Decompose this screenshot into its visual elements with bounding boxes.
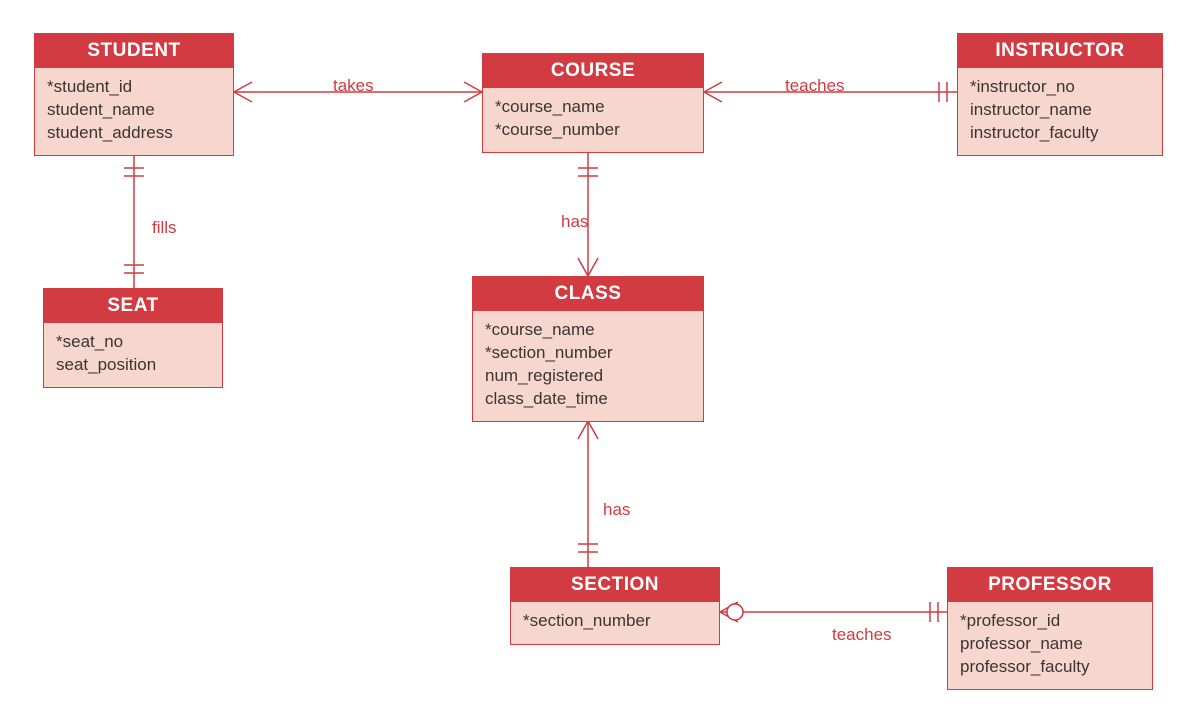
attr: *instructor_no xyxy=(970,76,1152,99)
entity-attrs: *student_id student_name student_address xyxy=(35,68,233,155)
rel-teaches-professor xyxy=(720,602,947,622)
rel-label-teaches1: teaches xyxy=(785,76,845,96)
attr: *section_number xyxy=(523,610,709,633)
rel-label-takes: takes xyxy=(333,76,374,96)
entity-attrs: *seat_no seat_position xyxy=(44,323,222,387)
entity-title: SEAT xyxy=(44,289,222,323)
entity-title: PROFESSOR xyxy=(948,568,1152,602)
rel-label-has2: has xyxy=(603,500,630,520)
attr: professor_faculty xyxy=(960,656,1142,679)
entity-attrs: *section_number xyxy=(511,602,719,643)
entity-instructor: INSTRUCTOR *instructor_no instructor_nam… xyxy=(957,33,1163,156)
attr: seat_position xyxy=(56,354,212,377)
attr: *section_number xyxy=(485,342,693,365)
entity-course: COURSE *course_name *course_number xyxy=(482,53,704,153)
attr: student_address xyxy=(47,122,223,145)
entity-attrs: *course_name *course_number xyxy=(483,88,703,152)
attr: professor_name xyxy=(960,633,1142,656)
rel-label-teaches2: teaches xyxy=(832,625,892,645)
entity-title: INSTRUCTOR xyxy=(958,34,1162,68)
attr: *course_name xyxy=(495,96,693,119)
rel-label-fills: fills xyxy=(152,218,177,238)
entity-student: STUDENT *student_id student_name student… xyxy=(34,33,234,156)
entity-attrs: *course_name *section_number num_registe… xyxy=(473,311,703,421)
attr: *student_id xyxy=(47,76,223,99)
entity-seat: SEAT *seat_no seat_position xyxy=(43,288,223,388)
entity-professor: PROFESSOR *professor_id professor_name p… xyxy=(947,567,1153,690)
entity-attrs: *professor_id professor_name professor_f… xyxy=(948,602,1152,689)
attr: class_date_time xyxy=(485,388,693,411)
attr: num_registered xyxy=(485,365,693,388)
attr: *seat_no xyxy=(56,331,212,354)
attr: instructor_name xyxy=(970,99,1152,122)
attr: student_name xyxy=(47,99,223,122)
entity-title: COURSE xyxy=(483,54,703,88)
entity-section: SECTION *section_number xyxy=(510,567,720,645)
entity-title: SECTION xyxy=(511,568,719,602)
attr: *course_name xyxy=(485,319,693,342)
attr: instructor_faculty xyxy=(970,122,1152,145)
entity-title: CLASS xyxy=(473,277,703,311)
attr: *course_number xyxy=(495,119,693,142)
entity-attrs: *instructor_no instructor_name instructo… xyxy=(958,68,1162,155)
rel-has-section xyxy=(578,421,598,567)
rel-label-has1: has xyxy=(561,212,588,232)
attr: *professor_id xyxy=(960,610,1142,633)
entity-class: CLASS *course_name *section_number num_r… xyxy=(472,276,704,422)
rel-fills xyxy=(124,153,144,288)
entity-title: STUDENT xyxy=(35,34,233,68)
